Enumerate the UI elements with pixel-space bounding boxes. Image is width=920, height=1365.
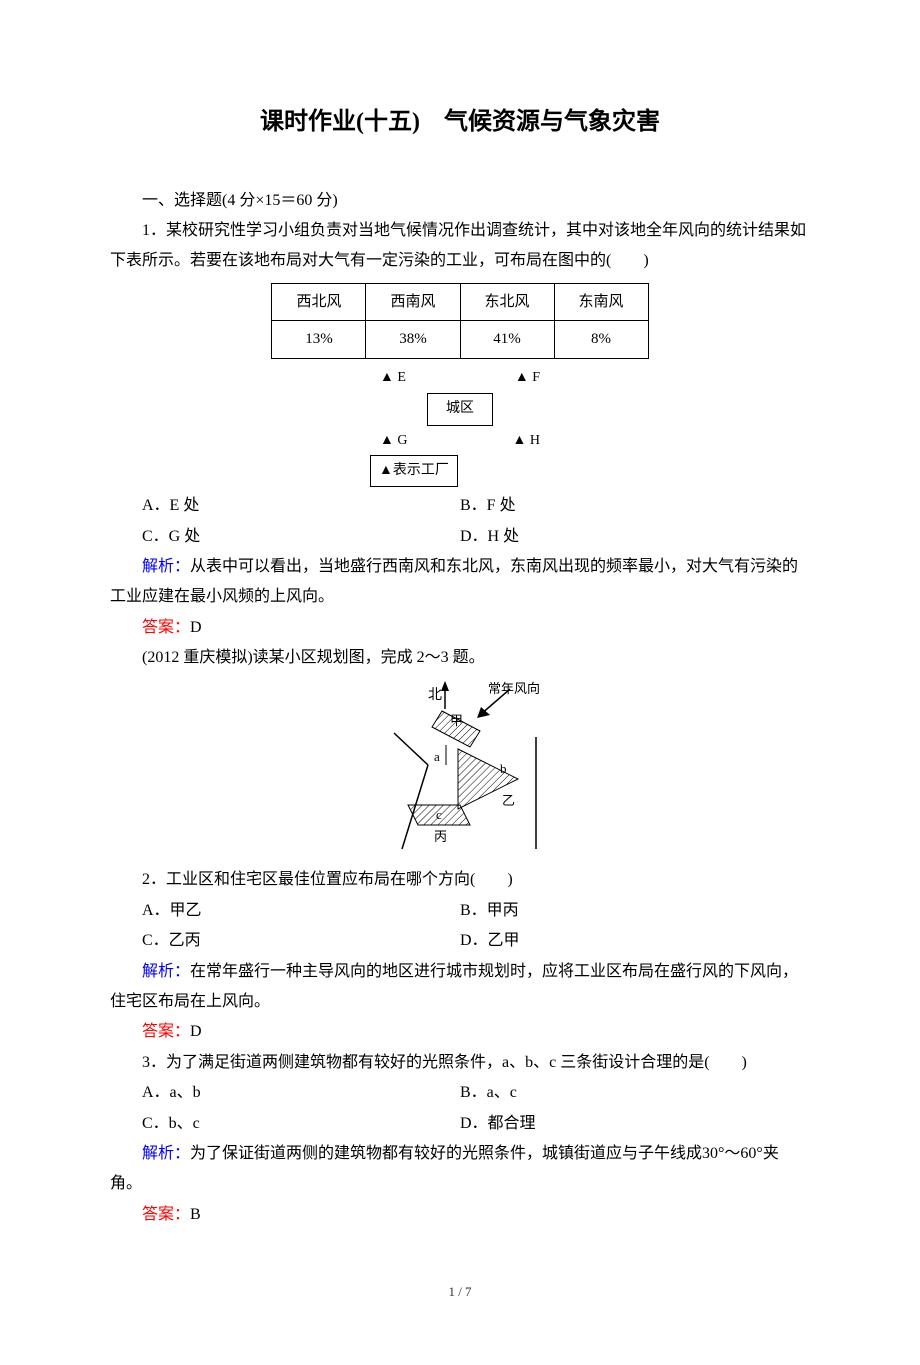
wind-direction-table: 西北风 西南风 东北风 东南风 13% 38% 41% 8% (271, 283, 648, 359)
option-C: C．b、c (110, 1109, 460, 1139)
q1-options-row2: C．G 处 D．H 处 (110, 522, 810, 552)
q1-answer: 答案：D (110, 613, 810, 643)
answer-text: B (190, 1206, 201, 1223)
option-C: C．G 处 (110, 522, 460, 552)
option-B: B．a、c (460, 1078, 810, 1108)
marker-F: ▲ F (515, 365, 540, 392)
label-c: c (436, 807, 442, 822)
option-D: D．乙甲 (460, 926, 810, 956)
page-title: 课时作业(十五) 气候资源与气象灾害 (110, 100, 810, 146)
q1-text: 1．某校研究性学习小组负责对当地气候情况作出调查统计，其中对该地全年风向的统计结… (110, 216, 810, 277)
q2-answer: 答案：D (110, 1017, 810, 1047)
answer-label: 答案： (142, 1206, 190, 1223)
diagram-legend: ▲表示工厂 (370, 455, 458, 488)
q1-text-content: 1．某校研究性学习小组负责对当地气候情况作出调查统计，其中对该地全年风向的统计结… (110, 222, 806, 269)
section-heading: 一、选择题(4 分×15＝60 分) (110, 186, 810, 216)
q2-options-row2: C．乙丙 D．乙甲 (110, 926, 810, 956)
label-bing: 丙 (434, 829, 447, 844)
analysis-label: 解析： (142, 1145, 190, 1162)
label-yi: 乙 (502, 793, 515, 808)
analysis-label: 解析： (142, 963, 190, 980)
table-header: 东南风 (554, 283, 648, 321)
q2-analysis: 解析：在常年盛行一种主导风向的地区进行城市规划时，应将工业区布局在盛行风的下风向… (110, 957, 810, 1018)
q2-options-row1: A．甲乙 B．甲丙 (110, 896, 810, 926)
table-cell: 8% (554, 321, 648, 359)
factory-diagram: ▲ E ▲ F 城区 ▲ G ▲ H ▲表示工厂 (340, 365, 580, 487)
q3-text: 3．为了满足街道两侧建筑物都有较好的光照条件，a、b、c 三条街设计合理的是( … (110, 1048, 810, 1078)
analysis-label: 解析： (142, 558, 190, 575)
option-C: C．乙丙 (110, 926, 460, 956)
analysis-text: 在常年盛行一种主导风向的地区进行城市规划时，应将工业区布局在盛行风的下风向，住宅… (110, 963, 798, 1010)
page-number: 1 / 7 (110, 1280, 810, 1305)
table-header: 西北风 (272, 283, 366, 321)
table-header: 西南风 (366, 283, 460, 321)
q2-intro: (2012 重庆模拟)读某小区规划图，完成 2～3 题。 (110, 643, 810, 673)
option-A: A．a、b (110, 1078, 460, 1108)
label-a: a (434, 749, 440, 764)
option-A: A．甲乙 (110, 896, 460, 926)
label-b: b (500, 761, 507, 776)
option-D: D．H 处 (460, 522, 810, 552)
answer-label: 答案： (142, 619, 190, 636)
district-plan-diagram: 北 常年风向 甲 a 乙 b 丙 c (350, 679, 570, 859)
marker-E: ▲ E (380, 365, 406, 392)
table-row: 13% 38% 41% 8% (272, 321, 648, 359)
option-D: D．都合理 (460, 1109, 810, 1139)
table-cell: 41% (460, 321, 554, 359)
q3-answer: 答案：B (110, 1200, 810, 1230)
marker-G: ▲ G (380, 428, 407, 455)
table-cell: 38% (366, 321, 460, 359)
north-label: 北 (428, 687, 442, 703)
q1-options-row1: A．E 处 B．F 处 (110, 491, 810, 521)
table-cell: 13% (272, 321, 366, 359)
table-header: 东北风 (460, 283, 554, 321)
answer-text: D (190, 619, 202, 636)
q2-text: 2．工业区和住宅区最佳位置应布局在哪个方向( ) (110, 865, 810, 895)
analysis-text: 为了保证街道两侧的建筑物都有较好的光照条件，城镇街道应与子午线成30°～60°夹… (110, 1145, 779, 1192)
label-jia: 甲 (450, 713, 463, 728)
q3-options-row2: C．b、c D．都合理 (110, 1109, 810, 1139)
answer-text: D (190, 1023, 202, 1040)
q3-options-row1: A．a、b B．a、c (110, 1078, 810, 1108)
analysis-text: 从表中可以看出，当地盛行西南风和东北风，东南风出现的频率最小，对大气有污染的工业… (110, 558, 798, 605)
option-A: A．E 处 (110, 491, 460, 521)
option-B: B．F 处 (460, 491, 810, 521)
table-row: 西北风 西南风 东北风 东南风 (272, 283, 648, 321)
q1-analysis: 解析：从表中可以看出，当地盛行西南风和东北风，东南风出现的频率最小，对大气有污染… (110, 552, 810, 613)
wind-label: 常年风向 (488, 681, 540, 696)
answer-label: 答案： (142, 1023, 190, 1040)
marker-H: ▲ H (513, 428, 540, 455)
city-label: 城区 (427, 393, 493, 426)
page-container: 课时作业(十五) 气候资源与气象灾害 一、选择题(4 分×15＝60 分) 1．… (0, 0, 920, 1365)
option-B: B．甲丙 (460, 896, 810, 926)
q3-analysis: 解析：为了保证街道两侧的建筑物都有较好的光照条件，城镇街道应与子午线成30°～6… (110, 1139, 810, 1200)
